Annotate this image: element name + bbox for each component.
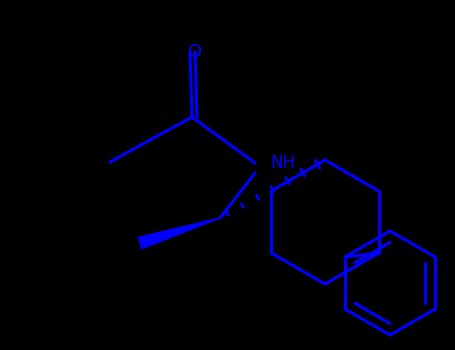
Polygon shape	[138, 218, 220, 249]
Text: NH: NH	[270, 154, 295, 172]
Text: O: O	[188, 43, 202, 61]
